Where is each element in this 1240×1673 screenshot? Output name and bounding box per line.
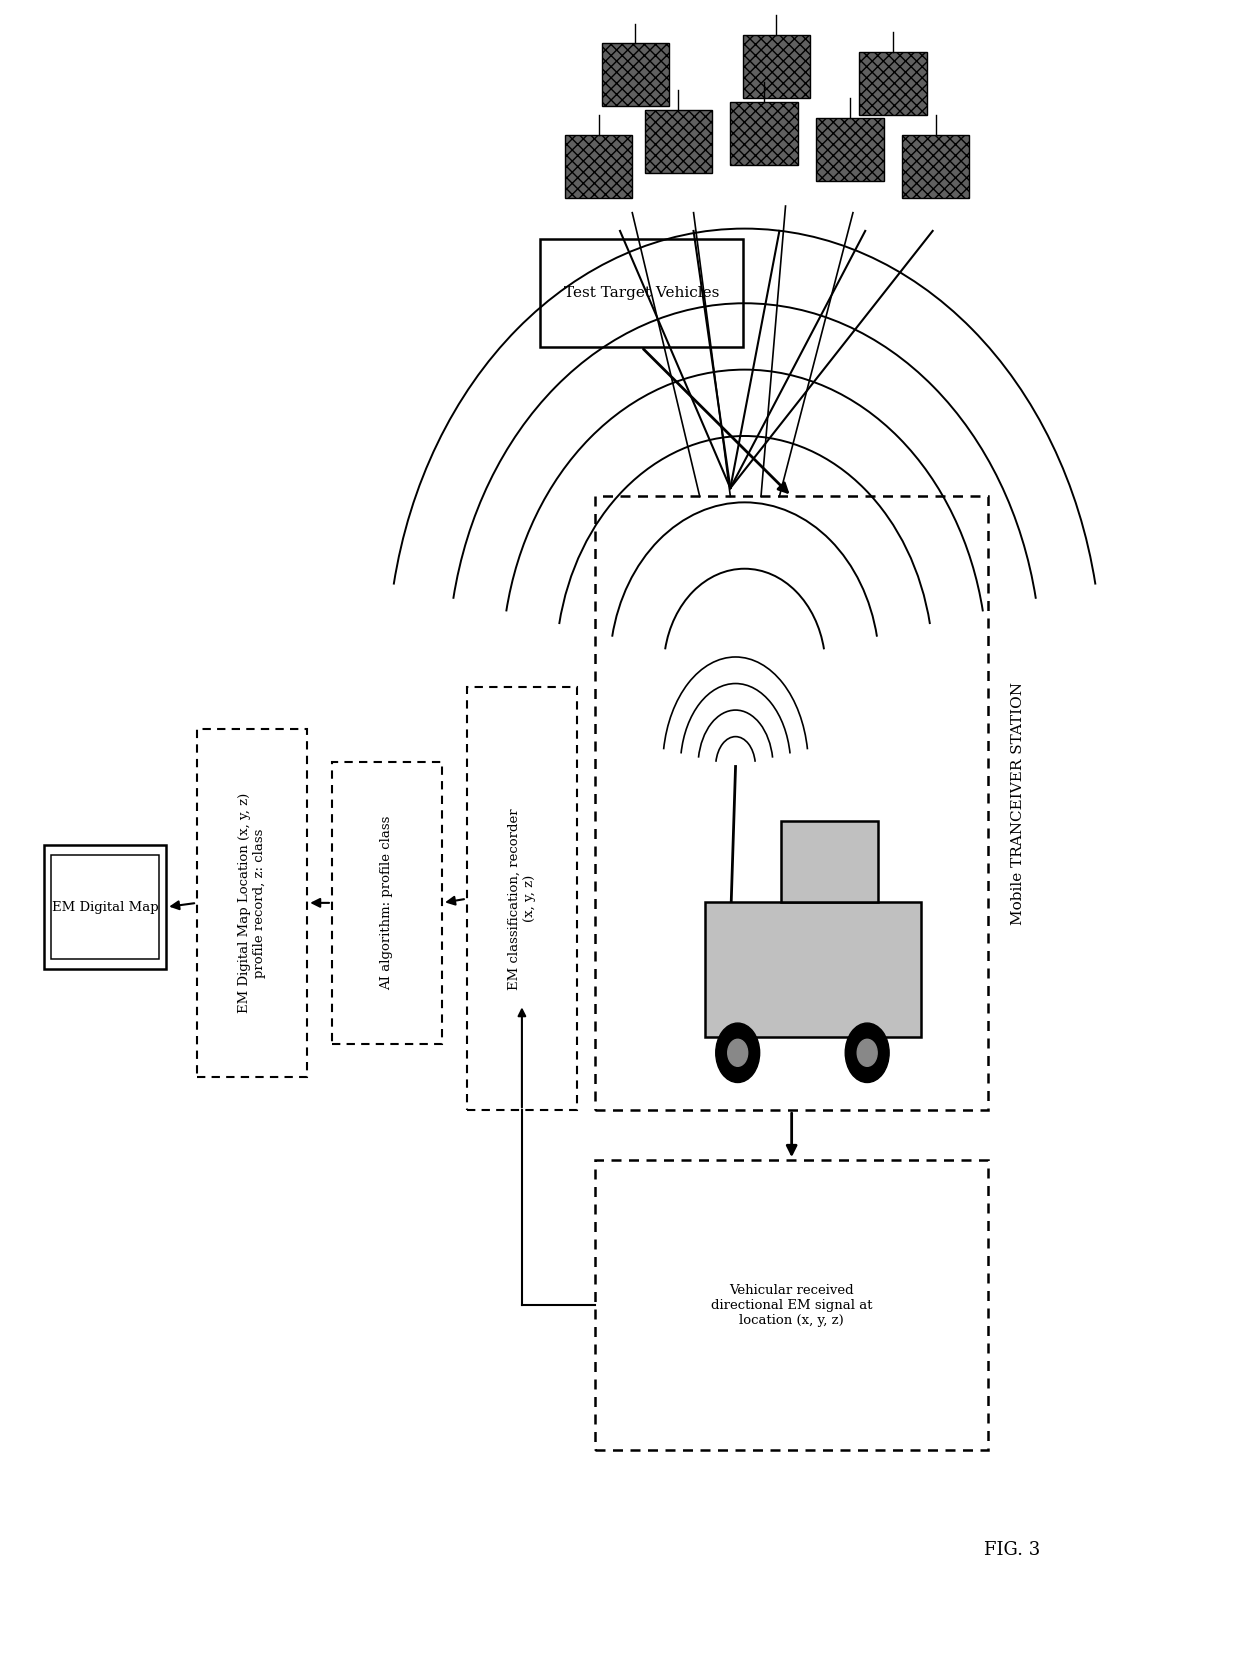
Bar bbox=[332, 761, 443, 1044]
Text: FIG. 3: FIG. 3 bbox=[985, 1541, 1040, 1559]
Circle shape bbox=[846, 1024, 889, 1082]
Circle shape bbox=[857, 1039, 877, 1066]
Bar bbox=[706, 902, 921, 1037]
Bar bbox=[51, 855, 159, 959]
Bar bbox=[901, 136, 970, 197]
Text: EM Digital Map Location (x, y, z)
profile record, z: class: EM Digital Map Location (x, y, z) profil… bbox=[238, 793, 267, 1012]
Circle shape bbox=[715, 1024, 760, 1082]
Bar bbox=[541, 239, 743, 346]
Bar bbox=[730, 102, 797, 164]
Bar bbox=[595, 1159, 988, 1450]
Text: AI algorithm: profile class: AI algorithm: profile class bbox=[381, 816, 393, 990]
Bar bbox=[595, 497, 988, 1111]
Text: EM classification, recorder
(x, y, z): EM classification, recorder (x, y, z) bbox=[508, 808, 536, 989]
Circle shape bbox=[728, 1039, 748, 1066]
Bar bbox=[466, 688, 577, 1111]
Text: Test Target Vehicles: Test Target Vehicles bbox=[564, 286, 719, 299]
Bar bbox=[781, 820, 878, 902]
Text: Vehicular received
directional EM signal at
location (x, y, z): Vehicular received directional EM signal… bbox=[711, 1283, 873, 1327]
Bar bbox=[43, 845, 166, 969]
Bar bbox=[645, 110, 712, 172]
Bar bbox=[197, 729, 308, 1077]
Bar bbox=[743, 35, 810, 99]
Bar bbox=[565, 136, 632, 197]
Bar bbox=[601, 43, 670, 107]
Text: Mobile TRANCEIVER STATION: Mobile TRANCEIVER STATION bbox=[1012, 683, 1025, 925]
Text: EM Digital Map: EM Digital Map bbox=[52, 900, 159, 913]
Bar bbox=[859, 52, 926, 115]
Bar bbox=[816, 119, 884, 181]
